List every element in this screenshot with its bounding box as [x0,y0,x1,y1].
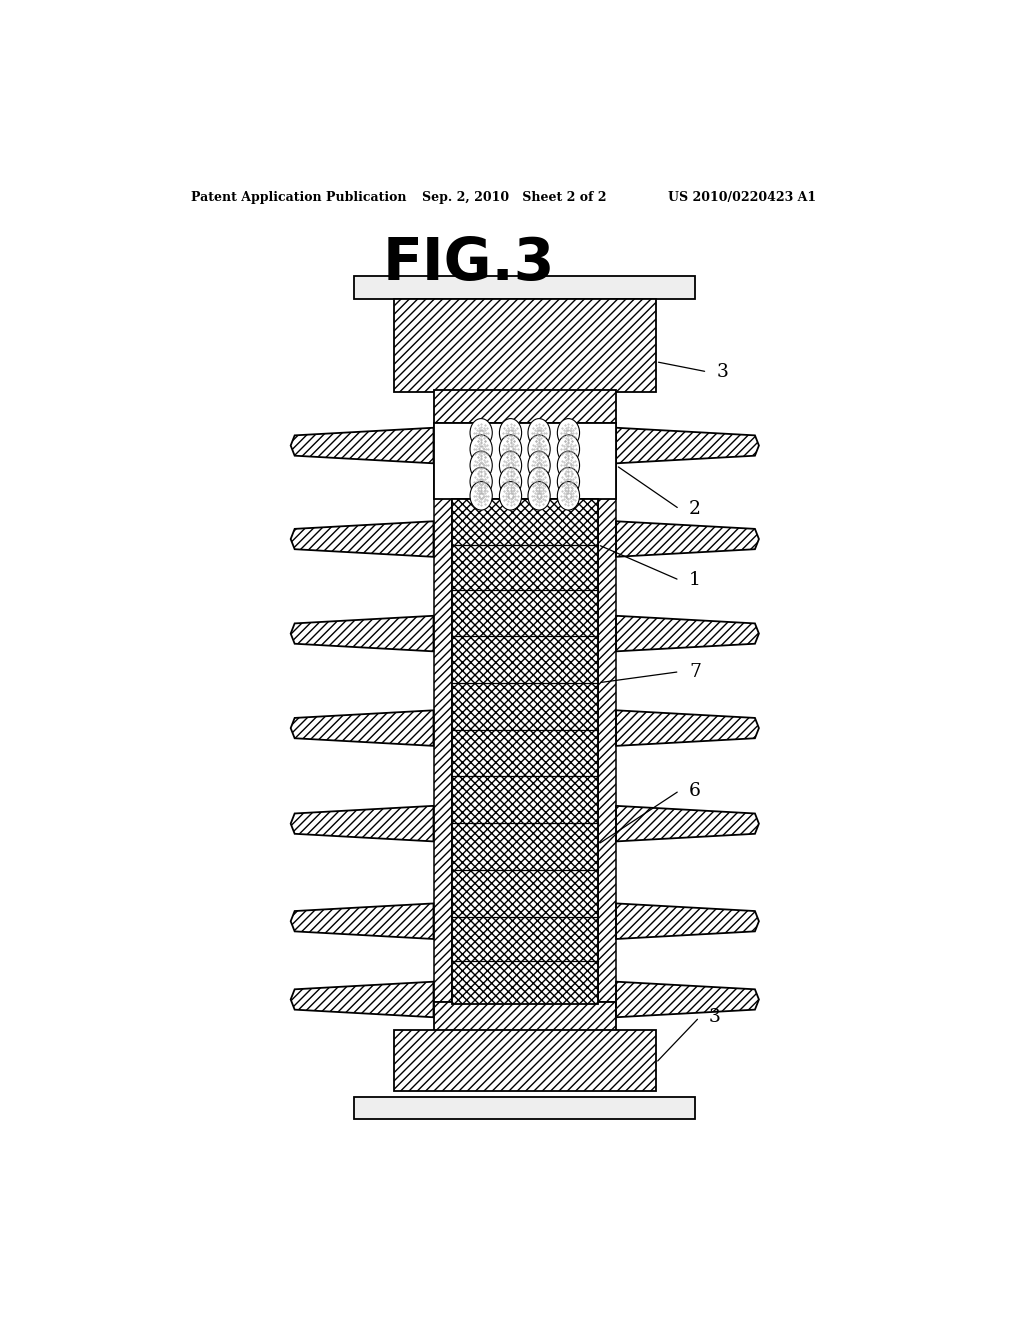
Polygon shape [616,982,759,1018]
Polygon shape [291,982,433,1018]
Circle shape [528,467,550,496]
Polygon shape [291,805,433,841]
Circle shape [470,467,493,496]
Bar [354,1097,695,1119]
Circle shape [557,434,580,463]
Polygon shape [291,615,433,651]
Circle shape [500,482,521,510]
Bar [433,422,616,499]
Circle shape [528,434,550,463]
Bar [452,499,598,1005]
Bar [433,1002,616,1032]
Polygon shape [291,710,433,746]
Polygon shape [616,521,759,557]
Polygon shape [291,521,433,557]
Circle shape [557,451,580,479]
Text: 2: 2 [689,500,701,517]
Bar [394,298,655,392]
Text: 7: 7 [689,663,701,681]
Text: 3: 3 [709,1008,721,1026]
Circle shape [500,451,521,479]
Circle shape [470,434,493,463]
Polygon shape [616,428,759,463]
Circle shape [528,451,550,479]
Polygon shape [616,805,759,841]
Circle shape [500,434,521,463]
Bar [598,422,616,1002]
Circle shape [528,482,550,510]
Text: 1: 1 [689,572,701,589]
Text: Patent Application Publication: Patent Application Publication [191,191,407,203]
Circle shape [557,482,580,510]
Text: 3: 3 [717,363,729,381]
Circle shape [500,467,521,496]
Text: FIG.3: FIG.3 [383,235,555,292]
Polygon shape [291,903,433,939]
Bar [433,391,616,422]
Circle shape [470,482,493,510]
Bar [433,422,452,1002]
Circle shape [500,418,521,447]
Text: 6: 6 [689,781,701,800]
Polygon shape [616,710,759,746]
Bar [354,276,695,298]
Circle shape [557,418,580,447]
Polygon shape [291,428,433,463]
Circle shape [528,418,550,447]
Circle shape [470,451,493,479]
Circle shape [557,467,580,496]
Polygon shape [616,615,759,651]
Bar [394,1031,655,1092]
Polygon shape [616,903,759,939]
Circle shape [470,418,493,447]
Text: US 2010/0220423 A1: US 2010/0220423 A1 [668,191,816,203]
Text: Sep. 2, 2010   Sheet 2 of 2: Sep. 2, 2010 Sheet 2 of 2 [422,191,606,203]
